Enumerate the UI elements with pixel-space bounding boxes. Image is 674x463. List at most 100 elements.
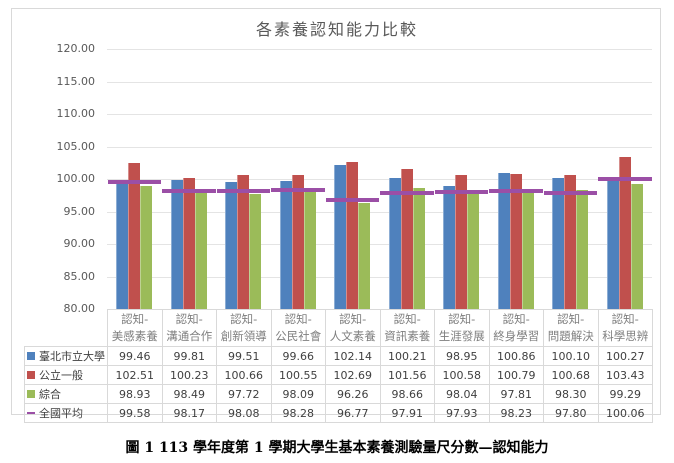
table-row: 全國平均 99.58 98.17 98.08 98.28 96.77 97.91 97.93 9… [24,403,653,423]
bar-綜合 [358,203,371,309]
table-cell: 102.14 [325,346,381,366]
bar-綜合 [249,193,262,309]
table-cell: 100.55 [270,365,326,385]
gridline [107,211,652,213]
legend-key-icon [27,412,35,414]
table-cell: 100.86 [488,346,544,366]
y-tick-label: 105.00 [56,139,96,153]
gridline [107,244,652,245]
bar-綜合 [521,193,534,309]
category-label: 認知- 公民社會 [270,309,326,347]
category-label: 認知- 資訊素養 [379,309,435,347]
legend-key-icon [27,352,35,360]
series-label: 公立一般 [24,365,108,385]
bar-臺北市立大學 [334,165,347,309]
gridline [107,114,652,115]
bar-臺北市立大學 [388,177,401,309]
bar-臺北市立大學 [279,181,292,309]
table-cell: 99.29 [597,384,653,404]
table-cell: 99.58 [107,403,163,423]
table-cell: 97.91 [379,403,435,423]
bar-臺北市立大學 [497,173,510,309]
gridline [107,276,652,278]
category-label: 認知- 美感素養 [107,309,163,347]
table-row: 綜合 98.93 98.49 97.72 98.09 96.26 98.66 98.04 97.… [24,384,653,404]
data-table: 認知- 美感素養 認知- 溝通合作 認知- 創新領導 認知- 公民社會 認知- 人文素養 認知- 資訊… [24,309,653,423]
table-cell: 97.80 [543,403,599,423]
category-label: 認知- 人文素養 [325,309,381,347]
table-cell: 98.23 [488,403,544,423]
bar-公立一般 [400,168,413,309]
table-cell: 99.81 [161,346,217,366]
bar-綜合 [576,190,589,309]
national-average-marker [162,188,216,193]
y-tick-label: 85.00 [63,269,96,283]
table-cell: 101.56 [379,365,435,385]
bar-臺北市立大學 [606,177,619,309]
plot-area [107,49,652,310]
bar-綜合 [630,183,643,309]
table-cell: 98.28 [270,403,326,423]
category-label: 認知- 科學思辨 [597,309,653,347]
bar-臺北市立大學 [170,180,183,309]
bar-公立一般 [291,175,304,309]
bar-臺北市立大學 [225,182,238,309]
category-label: 認知- 溝通合作 [161,309,217,347]
bar-綜合 [467,191,480,309]
figure-caption: 圖 1 113 學年度第 1 學期大學生基本素養測驗量尺分數—認知能力 [125,440,549,456]
category-label: 認知- 問題解決 [543,309,599,347]
bar-公立一般 [237,174,250,309]
table-cell: 96.77 [325,403,381,423]
national-average-marker [434,190,488,195]
y-tick-label: 115.00 [56,74,96,88]
bar-公立一般 [564,174,577,309]
table-cell: 97.72 [216,384,272,404]
table-cell: 100.21 [379,346,435,366]
table-cell: 100.66 [216,365,272,385]
table-cell: 99.51 [216,346,272,366]
table-cell: 102.51 [107,365,163,385]
national-average-marker [271,188,325,193]
bar-公立一般 [182,177,195,309]
gridline [107,146,652,148]
table-row: 臺北市立大學 99.46 99.81 99.51 99.66 102.14 100.21 98… [24,346,653,366]
series-label: 臺北市立大學 [24,346,108,366]
table-cell: 99.46 [107,346,163,366]
y-tick-label: 120.00 [56,42,96,55]
national-average-marker [543,191,597,196]
table-cell: 103.43 [597,365,653,385]
table-cell: 100.79 [488,365,544,385]
table-cell: 98.08 [216,403,272,423]
table-cell: 98.49 [161,384,217,404]
y-tick-label: 90.00 [63,237,96,250]
category-label: 認知- 終身學習 [488,309,544,347]
chart-title: 各素養認知能力比較 [255,20,418,39]
national-average-marker [107,179,161,184]
table-cell: 97.93 [434,403,490,423]
table-cell: 97.81 [488,384,544,404]
bar-綜合 [140,185,153,309]
table-cell: 100.10 [543,346,599,366]
series-label: 綜合 [24,384,108,404]
bar-綜合 [412,187,425,309]
legend-key-icon [27,390,35,398]
bar-公立一般 [618,156,631,309]
bar-公立一般 [346,161,359,309]
series-label: 全國平均 [24,403,108,423]
bar-公立一般 [455,175,468,309]
national-average-marker [325,197,379,202]
category-label: 認知- 創新領導 [216,309,272,347]
table-cell: 98.17 [161,403,217,423]
gridline [107,81,652,83]
y-tick-label: 95.00 [63,204,96,218]
table-cell: 98.93 [107,384,163,404]
y-tick-label: 80.00 [63,302,96,315]
table-cell: 96.26 [325,384,381,404]
bar-臺北市立大學 [116,182,129,309]
bar-綜合 [194,188,207,309]
gridline [107,49,652,50]
bar-臺北市立大學 [552,178,565,309]
national-average-marker [216,189,270,194]
table-cell: 102.69 [325,365,381,385]
bar-綜合 [303,191,316,309]
